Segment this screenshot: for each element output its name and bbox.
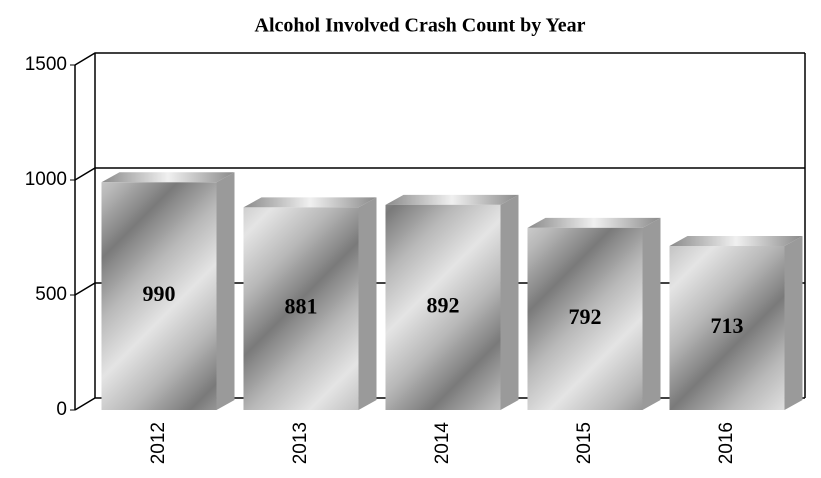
value-label: 990: [143, 281, 176, 306]
bar-top: [669, 236, 803, 247]
y-tick-label: 500: [35, 284, 67, 305]
grid-line: [74, 167, 805, 181]
x-tick-label: 2012: [148, 422, 169, 464]
value-label: 892: [427, 292, 460, 317]
bar-top: [527, 217, 661, 228]
value-label: 713: [711, 313, 744, 338]
chart-title: Alcohol Involved Crash Count by Year: [255, 15, 586, 37]
bar: [527, 227, 643, 410]
bar-side: [500, 194, 519, 410]
x-tick-label: 2016: [716, 422, 737, 464]
bar-top: [243, 197, 377, 208]
value-label: 881: [285, 294, 318, 319]
bar: [243, 207, 359, 410]
x-tick-label: 2015: [574, 422, 595, 464]
x-tick-label: 2013: [290, 422, 311, 464]
bar-side: [216, 172, 235, 410]
bar-side: [358, 197, 377, 410]
value-label: 792: [569, 304, 602, 329]
bar-side: [784, 236, 803, 410]
x-tick-label: 2014: [432, 422, 453, 465]
bar: [385, 204, 501, 410]
plot-walls: [74, 53, 806, 410]
bar: [101, 182, 217, 410]
y-tick-label: 0: [56, 399, 67, 420]
y-tick-label: 1000: [25, 169, 67, 190]
y-tick-label: 1500: [25, 54, 67, 75]
bar-top: [101, 172, 235, 183]
bar-side: [642, 217, 661, 410]
bar-top: [385, 194, 519, 205]
grid-line: [74, 52, 805, 66]
bar: [669, 246, 785, 410]
